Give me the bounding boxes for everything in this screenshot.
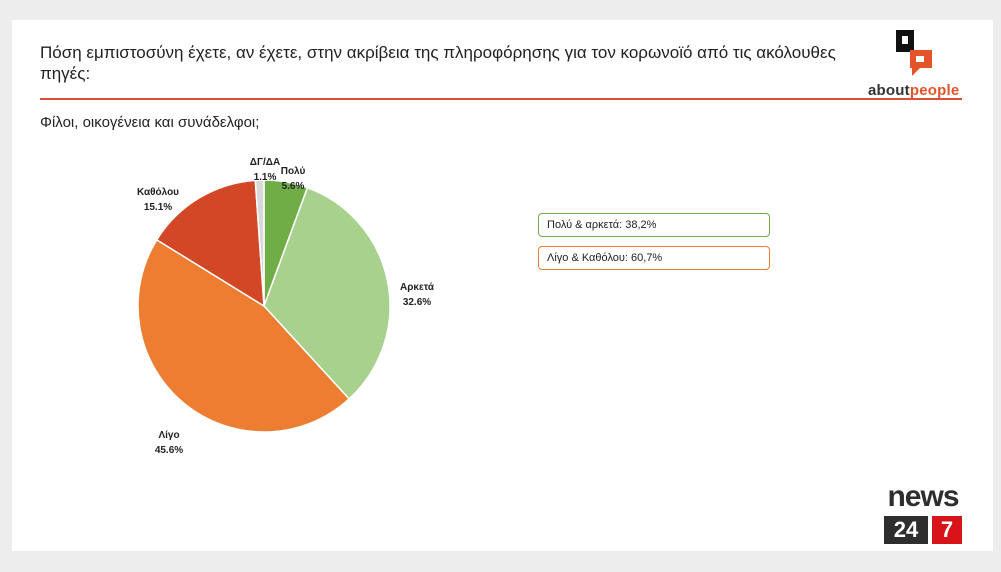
slice-value-label: 1.1% [254, 172, 277, 183]
aboutpeople-logo [862, 28, 967, 100]
chart-subtitle: Φίλοι, οικογένεια και συνάδελφοι; [40, 114, 260, 131]
summary-box-distrust: Λίγο & Καθόλου: 60,7% [538, 246, 770, 270]
news247-logo: news 24 7 [882, 482, 964, 546]
aboutpeople-logo-icon [896, 30, 932, 76]
news247-logo-7: 7 [932, 516, 962, 544]
slice-category-label: Λίγο [158, 430, 179, 441]
slice-value-label: 32.6% [403, 297, 431, 308]
pie-slice-5 [254, 179, 265, 307]
slice-category-label: ΔΓ/ΔΑ [250, 157, 280, 168]
news247-logo-24: 24 [884, 516, 928, 544]
logo-text-about: about [868, 82, 910, 99]
pie-slice-4 [155, 179, 265, 308]
pie-slice-3 [137, 238, 351, 433]
logo-text-people: people [909, 82, 960, 99]
chart-question-title: Πόση εμπιστοσύνη έχετε, αν έχετε, στην α… [40, 43, 836, 83]
slice-category-label: Πολύ [281, 166, 306, 177]
pie-chart: Πολύ 5.6% Αρκετά 32.6% Λίγο 45.6% Καθόλου 15.1%… [137, 157, 435, 456]
slice-value-label: 15.1% [144, 202, 172, 213]
slide-panel: Πόση εμπιστοσύνη έχετε, αν έχετε, στην α… [12, 20, 993, 551]
pie-slice-2 [263, 186, 391, 400]
news247-logo-word: news [887, 480, 959, 513]
aboutpeople-logo-text: aboutpeople [868, 82, 959, 99]
title-divider [40, 98, 962, 100]
slice-value-label: 5.6% [282, 181, 305, 192]
summary-box-trust: Πολύ & αρκετά: 38,2% [538, 213, 770, 237]
slice-category-label: Καθόλου [137, 187, 179, 198]
slice-category-label: Αρκετά [400, 282, 435, 293]
slice-value-label: 45.6% [155, 445, 183, 456]
